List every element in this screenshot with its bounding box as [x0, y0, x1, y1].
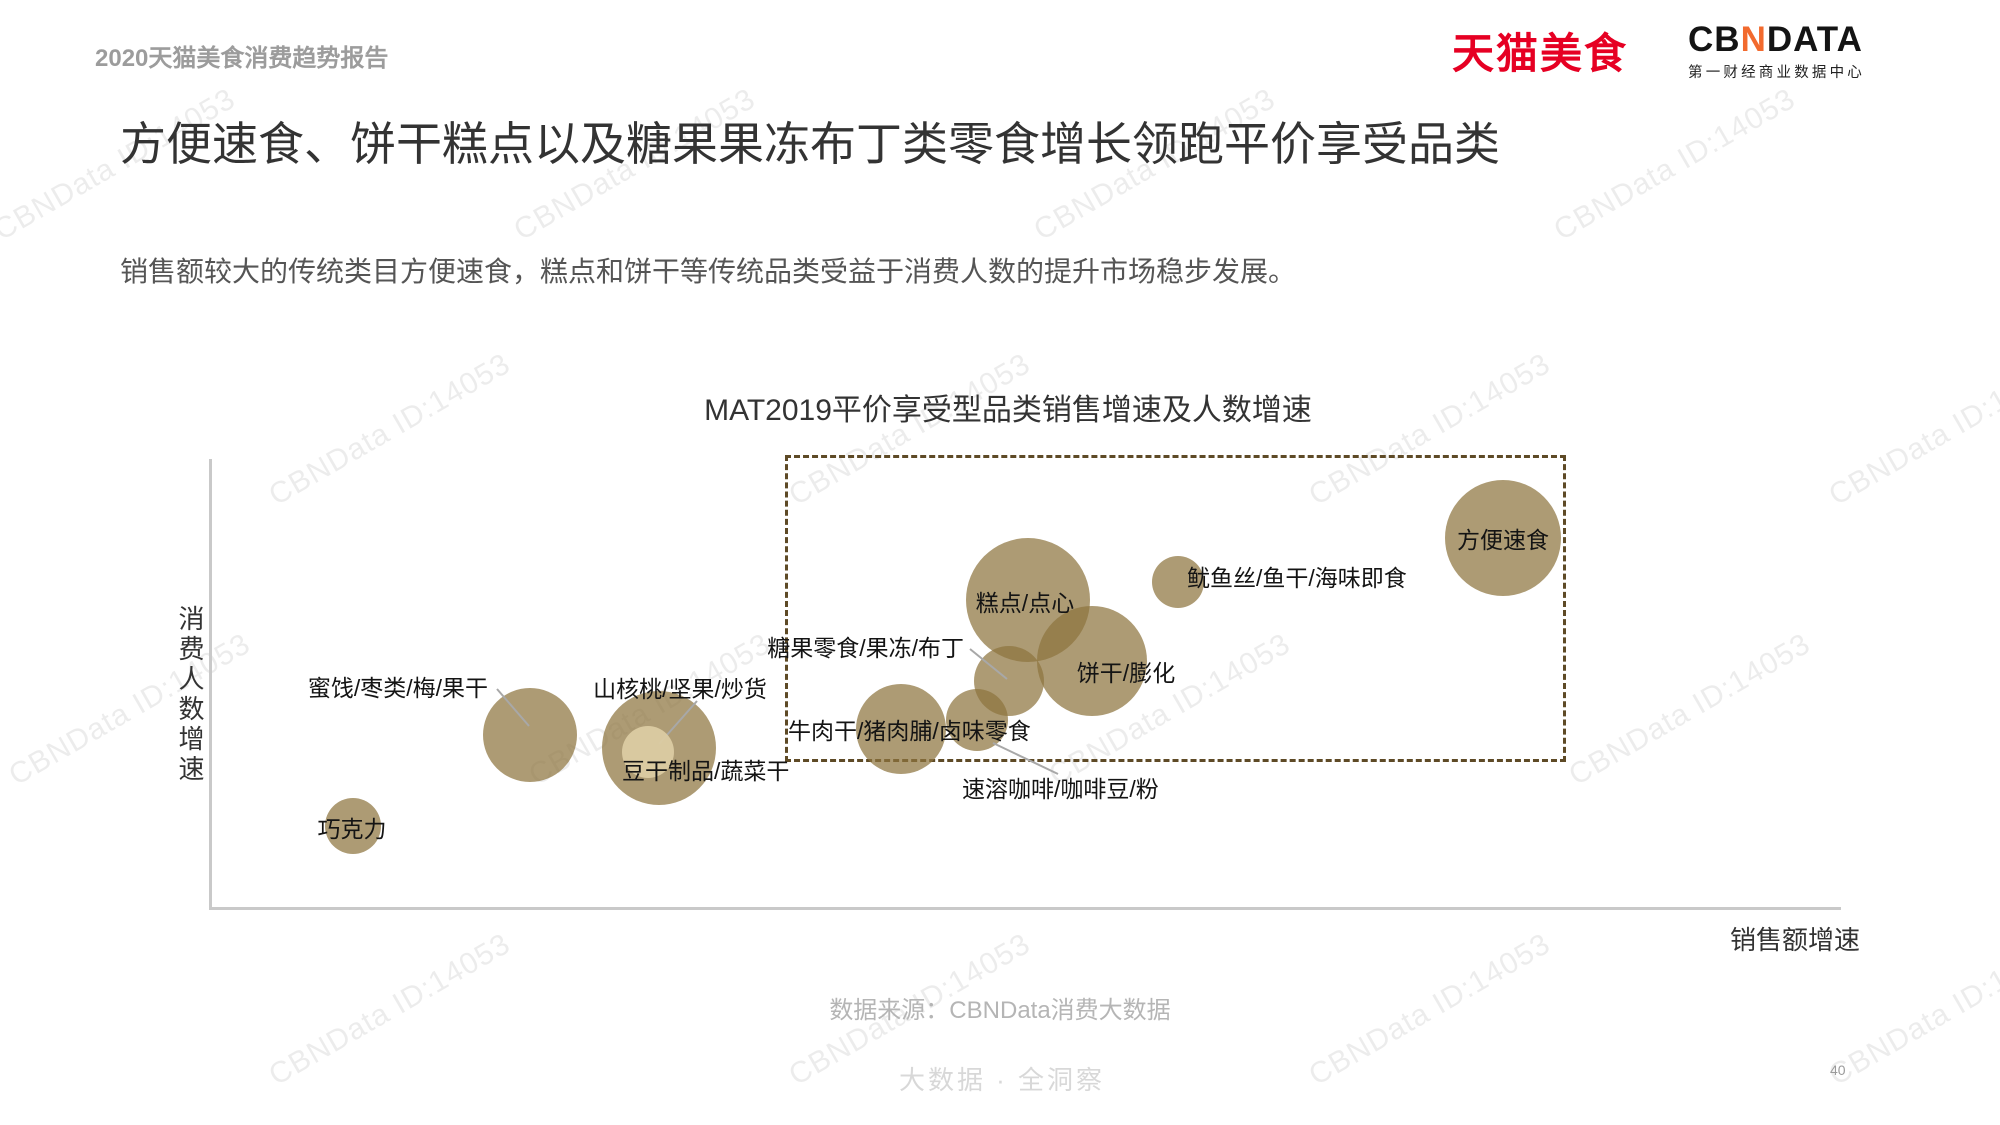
bubble-label-instant-coffee: 速溶咖啡/咖啡豆/粉: [962, 776, 1159, 802]
bubble-biscuit-puffed: [1037, 606, 1147, 716]
bubble-label-squid-seafood-snack: 鱿鱼丝/鱼干/海味即食: [1187, 565, 1407, 591]
watermark-text: CBNData ID:14053: [3, 627, 257, 793]
cbndata-tail: DATA: [1766, 20, 1863, 59]
bubble-preserved-fruit: [483, 688, 577, 782]
bubble-label-candy-jelly-pudding: 糖果零食/果冻/布丁: [767, 635, 964, 661]
cbndata-wordmark: CBNDATA: [1688, 22, 1865, 57]
highlight-box: [785, 455, 1566, 762]
report-label: 2020天猫美食消费趋势报告: [95, 45, 389, 72]
bubble-instant-food: [1445, 480, 1561, 596]
watermark-text: CBNData ID:14053: [1563, 627, 1817, 793]
bubble-chocolate: [325, 798, 381, 854]
bubble-label-preserved-fruit: 蜜饯/枣类/梅/果干: [307, 675, 488, 701]
bubble-jerky-braised: [856, 684, 946, 774]
bubble-label-nuts-roasted: 山核桃/坚果/炒货: [593, 676, 767, 702]
tmall-food-logo: 天猫美食: [1452, 30, 1629, 77]
footer-tagline: 大数据 · 全洞察: [898, 1065, 1106, 1095]
bubble-instant-coffee: [946, 689, 1008, 751]
watermark-text: CBNData ID:14053: [1823, 347, 2000, 513]
y-axis: [209, 459, 212, 907]
watermark-text: CBNData ID:14053: [1303, 927, 1557, 1093]
watermark-text: CBNData ID:14053: [263, 927, 517, 1093]
bubble-label-chocolate: 巧克力: [317, 816, 387, 842]
bubble-label-instant-food: 方便速食: [1457, 527, 1549, 553]
chart-title: MAT2019平价享受型品类销售增速及人数增速: [704, 394, 1312, 427]
page-subtitle: 销售额较大的传统类目方便速食，糕点和饼干等传统品类受益于消费人数的提升市场稳步发…: [120, 256, 1297, 287]
y-axis-label: 消费人数增速: [175, 605, 205, 785]
bubble-label-pastry-dimsum: 糕点/点心: [975, 590, 1075, 616]
bubble-label-biscuit-puffed: 饼干/膨化: [1076, 660, 1176, 686]
cbndata-logo: CBNDATA 第一财经商业数据中心: [1688, 22, 1865, 82]
page-number: 40: [1830, 1062, 1846, 1078]
cbndata-cb: CB: [1688, 20, 1741, 59]
x-axis: [209, 907, 1841, 910]
bubble-squid-seafood-snack: [1152, 556, 1204, 608]
bubble-label-dried-tofu-veg: 豆干制品/蔬菜干: [622, 758, 790, 784]
watermark-text: CBNData ID:14053: [263, 347, 517, 513]
cbndata-n: N: [1740, 20, 1767, 59]
x-axis-label: 销售额增速: [1729, 925, 1860, 955]
page-title: 方便速食、饼干糕点以及糖果果冻布丁类零食增长领跑平价享受品类: [120, 118, 1500, 170]
cbndata-subtitle: 第一财经商业数据中心: [1688, 65, 1865, 81]
data-source: 数据来源：CBNData消费大数据: [829, 997, 1171, 1024]
bubble-label-jerky-braised: 牛肉干/猪肉脯/卤味零食: [788, 718, 1031, 744]
